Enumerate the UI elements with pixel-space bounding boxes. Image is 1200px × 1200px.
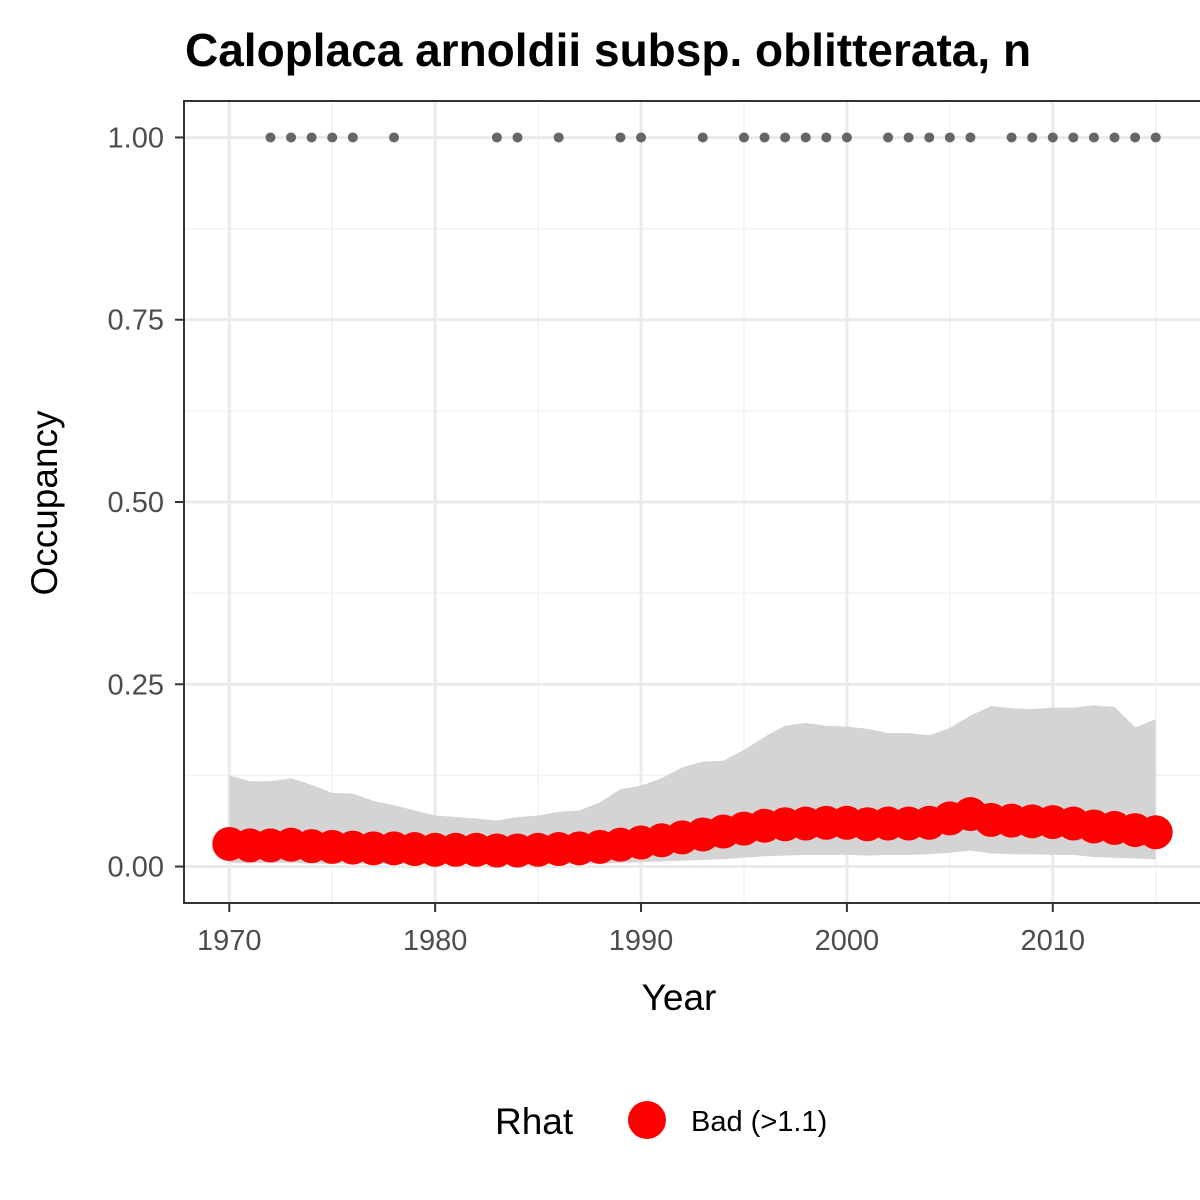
estimate-point (1138, 815, 1173, 850)
observation-point (1027, 132, 1038, 143)
legend-label-bad-rhat: Bad (>1.1) (691, 1106, 827, 1138)
observation-point (286, 132, 297, 143)
observation-point (1047, 132, 1058, 143)
observation-point (841, 132, 852, 143)
observation-point (1006, 132, 1017, 143)
legend-key-bad-rhat (628, 1101, 666, 1139)
observation-point (1130, 132, 1141, 143)
observation-point (800, 132, 811, 143)
observation-point (327, 132, 338, 143)
observation-point (697, 132, 708, 143)
observation-point (924, 132, 935, 143)
y-tick-label: 0.50 (108, 487, 164, 519)
observation-point (965, 132, 976, 143)
observation-points (265, 132, 1161, 143)
observation-point (1088, 132, 1099, 143)
observation-point (759, 132, 770, 143)
x-tick-label: 2000 (815, 925, 880, 957)
y-tick-label: 0.25 (108, 669, 164, 701)
observation-point (388, 132, 399, 143)
observation-point (1150, 132, 1161, 143)
chart-title: Caloplaca arnoldii subsp. oblitterata, n (185, 24, 1031, 76)
observation-point (615, 132, 626, 143)
legend: Rhat Bad (>1.1) (495, 1101, 827, 1142)
legend-title: Rhat (495, 1101, 574, 1142)
x-axis-title: Year (642, 977, 717, 1018)
observation-point (944, 132, 955, 143)
observation-point (491, 132, 502, 143)
observation-point (265, 132, 276, 143)
occupancy-estimate-points (212, 797, 1173, 868)
observation-point (512, 132, 523, 143)
x-tick-label: 1980 (403, 925, 468, 957)
observation-point (821, 132, 832, 143)
observation-point (636, 132, 647, 143)
observation-point (738, 132, 749, 143)
y-tick-label: 1.00 (108, 122, 164, 154)
x-tick-label: 1990 (609, 925, 674, 957)
observation-point (903, 132, 914, 143)
x-axis: 1970 1980 1990 2000 2010 (197, 903, 1085, 957)
observation-point (347, 132, 358, 143)
y-axis-title: Occupancy (24, 410, 65, 596)
x-tick-label: 2010 (1021, 925, 1086, 957)
y-axis: 0.00 0.25 0.50 0.75 1.00 (108, 122, 184, 884)
observation-point (1068, 132, 1079, 143)
observation-point (780, 132, 791, 143)
observation-point (1109, 132, 1120, 143)
x-tick-label: 1970 (197, 925, 262, 957)
observation-point (883, 132, 894, 143)
y-tick-label: 0.00 (108, 852, 164, 884)
observation-point (553, 132, 564, 143)
observation-point (306, 132, 317, 143)
y-tick-label: 0.75 (108, 305, 164, 337)
